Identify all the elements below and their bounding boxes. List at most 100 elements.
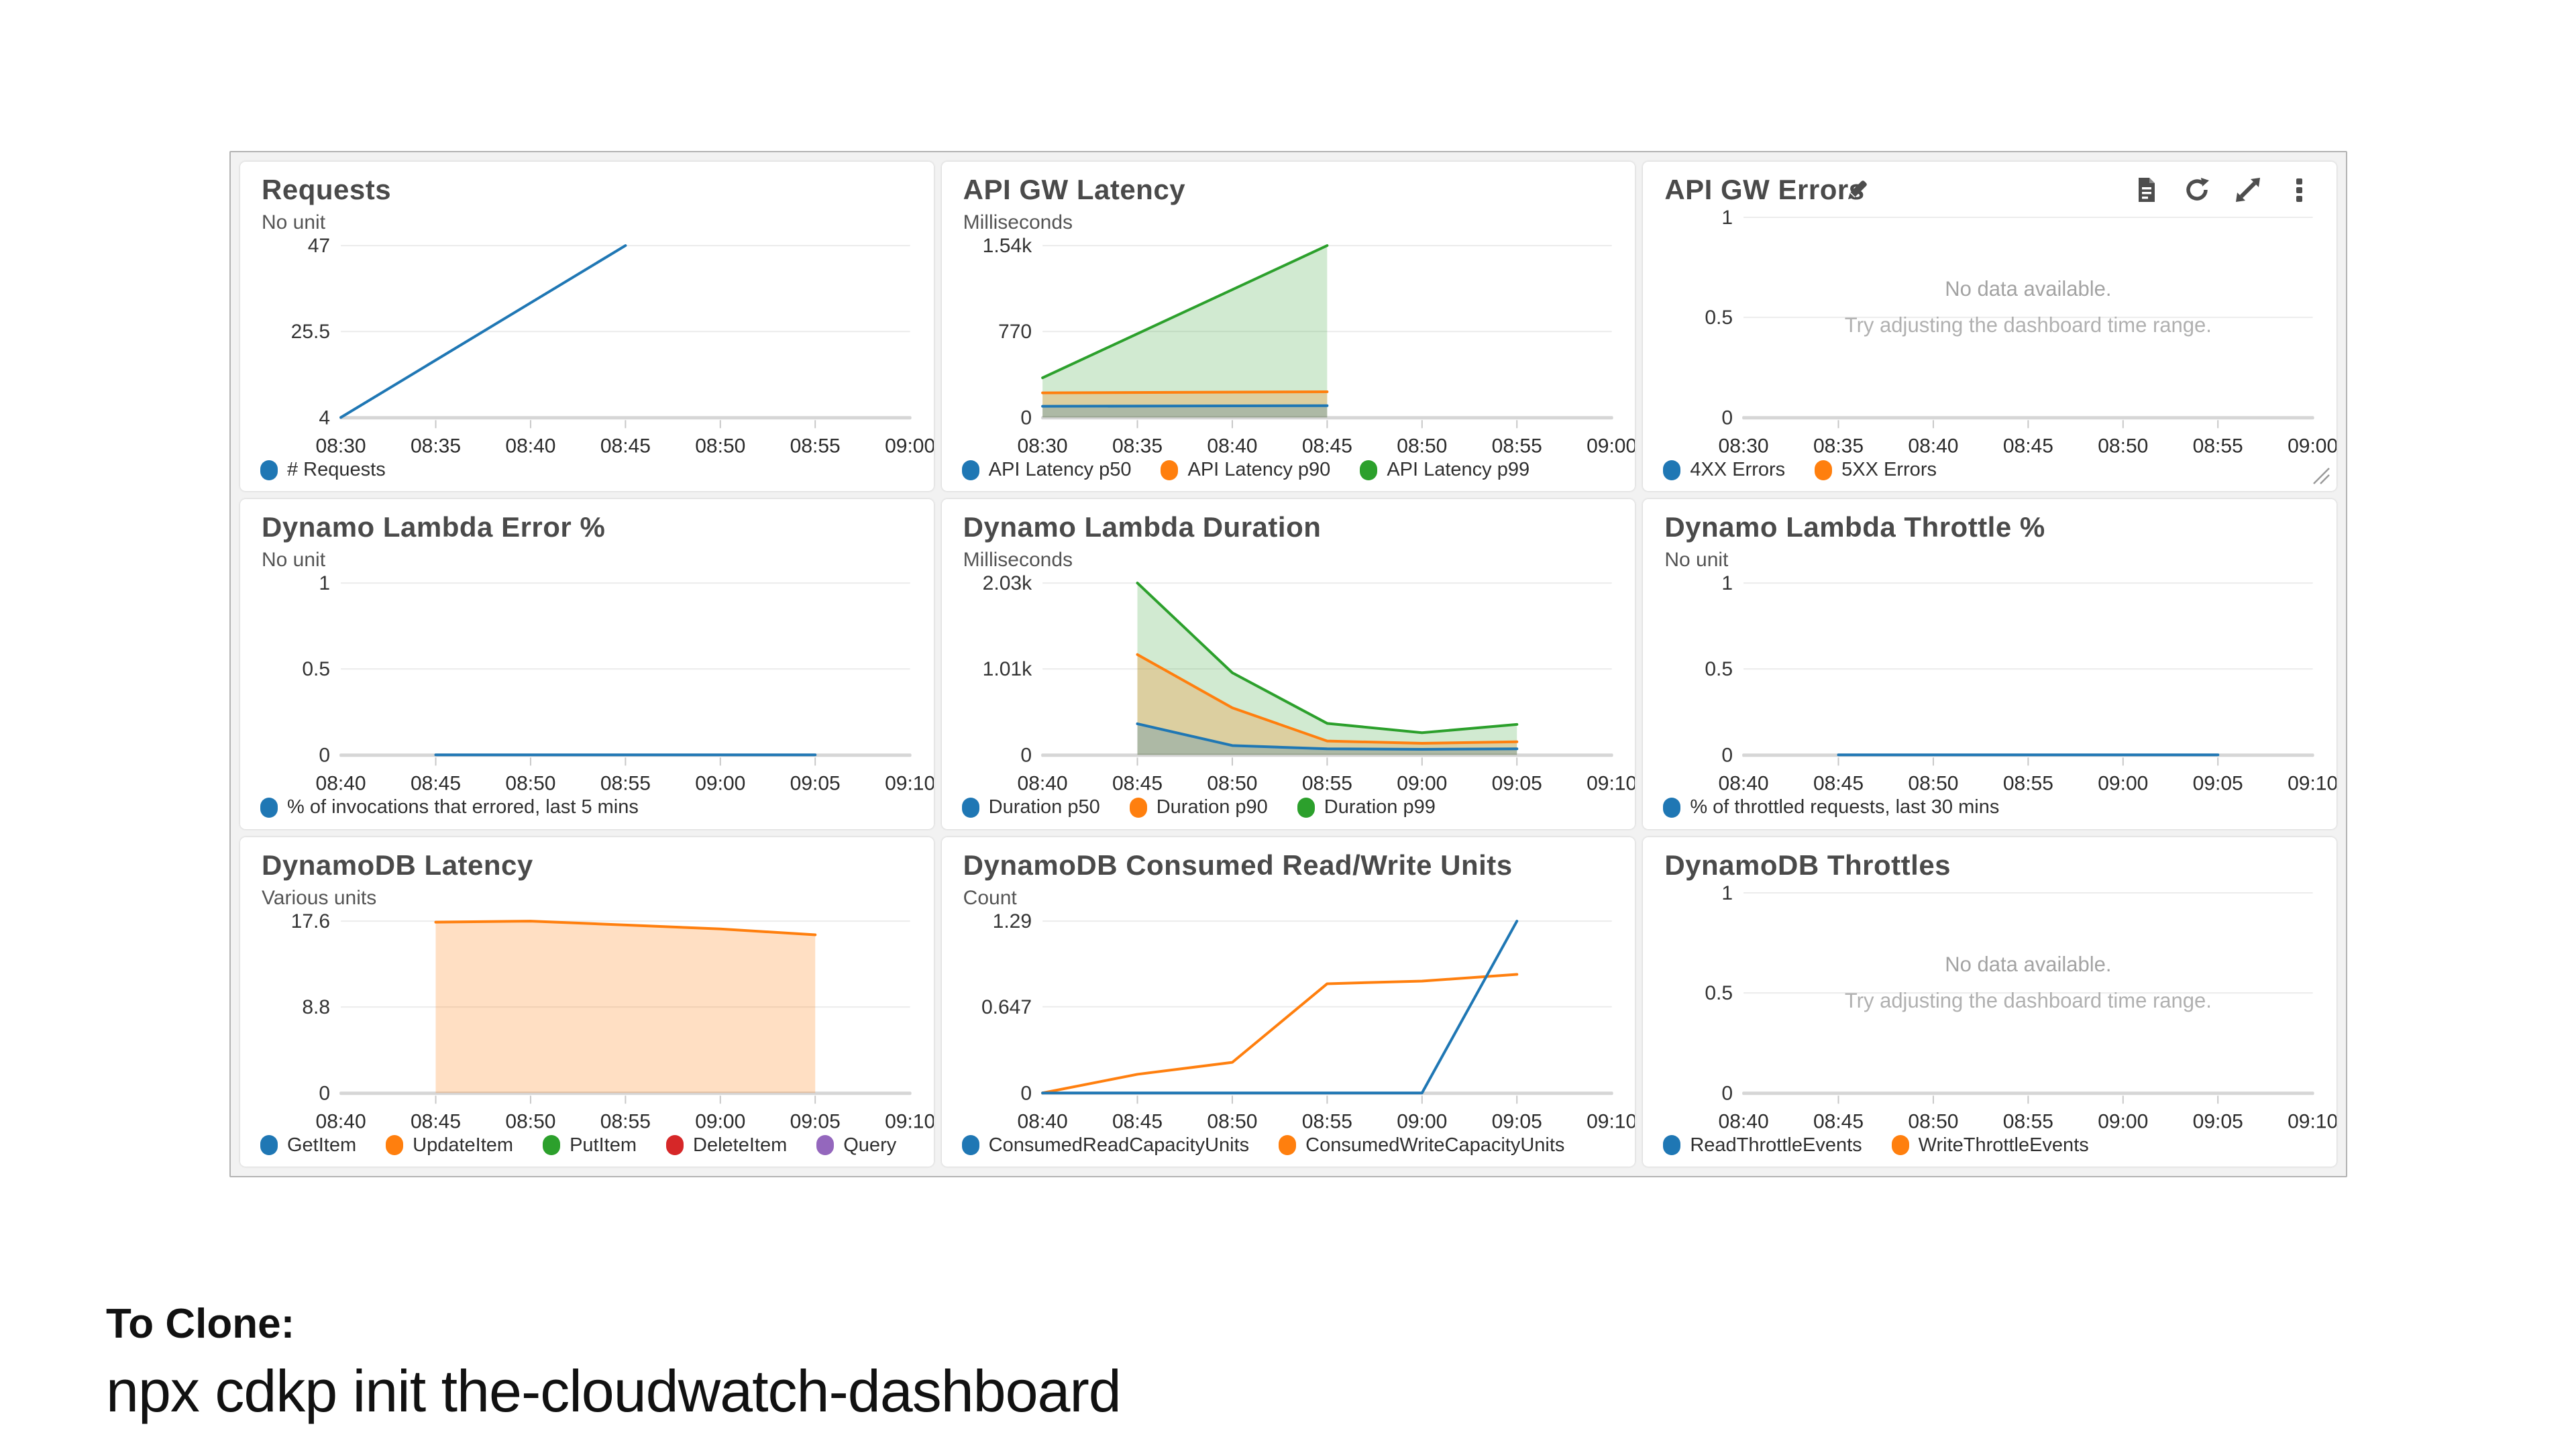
svg-text:08:45: 08:45 xyxy=(2003,435,2053,457)
edit-pencil-icon[interactable] xyxy=(1844,178,1870,203)
legend-item[interactable]: Duration p99 xyxy=(1297,796,1436,818)
svg-text:08:45: 08:45 xyxy=(1813,773,1864,795)
legend-item[interactable]: ConsumedReadCapacityUnits xyxy=(961,1134,1249,1157)
svg-text:1.01k: 1.01k xyxy=(982,659,1032,681)
legend-item[interactable]: 4XX Errors xyxy=(1663,459,1785,481)
unit-label: Count xyxy=(963,886,1017,909)
legend-label: PutItem xyxy=(570,1134,637,1156)
legend-color-chip xyxy=(1663,1135,1681,1156)
widget-dynamo-lambda-error: Dynamo Lambda Error % No unit 1 0.5 0 08:40… xyxy=(240,499,934,829)
legend-item[interactable]: GetItem xyxy=(260,1134,356,1157)
svg-text:09:05: 09:05 xyxy=(2193,1110,2243,1132)
svg-text:08:50: 08:50 xyxy=(1909,773,1959,795)
legend-item[interactable]: ConsumedWriteCapacityUnits xyxy=(1279,1134,1564,1157)
svg-text:1.54k: 1.54k xyxy=(982,235,1032,257)
legend-color-chip xyxy=(666,1135,684,1156)
no-data-line2: Try adjusting the dashboard time range. xyxy=(1845,313,2212,337)
legend-item[interactable]: % of invocations that errored, last 5 mi… xyxy=(260,796,639,818)
legend-label: DeleteItem xyxy=(693,1134,788,1156)
legend: 4XX Errors 5XX Errors xyxy=(1663,459,1937,481)
expand-icon[interactable] xyxy=(2235,176,2261,203)
widget-dynamo-lambda-throttle: Dynamo Lambda Throttle % No unit 1 0.5 0 08… xyxy=(1643,499,2337,829)
dynamo-lambda-throttle-chart: 1 0.5 0 08:40 08:45 08:50 08:55 09:00 09:05 09:10 xyxy=(1705,572,2337,795)
legend-color-chip xyxy=(961,460,979,480)
unit-label: No unit xyxy=(262,211,326,233)
caption: To Clone: npx cdkp init the-cloudwatch-d… xyxy=(106,1300,1122,1426)
legend-label: 5XX Errors xyxy=(1841,459,1937,480)
svg-text:8.8: 8.8 xyxy=(302,996,330,1018)
legend-label: WriteThrottleEvents xyxy=(1918,1134,2089,1156)
svg-text:0: 0 xyxy=(1020,745,1032,767)
svg-text:08:45: 08:45 xyxy=(1112,773,1163,795)
svg-text:09:05: 09:05 xyxy=(790,773,841,795)
refresh-icon[interactable] xyxy=(2184,176,2210,203)
logs-icon[interactable] xyxy=(2133,176,2159,203)
legend-item[interactable]: PutItem xyxy=(543,1134,637,1157)
legend-item[interactable]: DeleteItem xyxy=(666,1134,787,1157)
widget-dynamodb-latency: DynamoDB Latency Various units 17.6 8.8 0 0… xyxy=(240,837,934,1167)
svg-text:09:05: 09:05 xyxy=(2193,773,2243,795)
legend-color-chip xyxy=(260,460,278,480)
widget-dynamodb-consumed: DynamoDB Consumed Read/Write Units Count… xyxy=(941,837,1635,1167)
svg-text:08:45: 08:45 xyxy=(1813,1110,1864,1132)
svg-text:08:30: 08:30 xyxy=(316,435,366,457)
legend-item[interactable]: Query xyxy=(816,1134,896,1157)
svg-text:08:30: 08:30 xyxy=(1719,435,1769,457)
legend-item[interactable]: Duration p50 xyxy=(961,796,1100,818)
legend-label: ReadThrottleEvents xyxy=(1690,1134,1862,1156)
widget-title: DynamoDB Throttles xyxy=(1664,849,1951,881)
legend-color-chip xyxy=(1360,460,1378,480)
caption-command: npx cdkp init the-cloudwatch-dashboard xyxy=(106,1358,1122,1424)
svg-text:08:55: 08:55 xyxy=(2003,1110,2053,1132)
legend: GetItem UpdateItem PutItem DeleteItem Query xyxy=(260,1134,896,1157)
legend-item[interactable]: API Latency p99 xyxy=(1360,459,1529,481)
svg-text:0: 0 xyxy=(319,1082,330,1104)
dynamodb-consumed-chart: 1.29 0.647 0 08:40 08:45 08:50 08:55 09:00 09:05… xyxy=(981,910,1635,1132)
svg-text:08:55: 08:55 xyxy=(600,1110,651,1132)
legend-color-chip xyxy=(260,797,278,818)
resize-handle[interactable] xyxy=(2312,467,2330,485)
legend-item[interactable]: 5XX Errors xyxy=(1815,459,1937,481)
legend-color-chip xyxy=(1297,797,1315,818)
svg-text:09:00: 09:00 xyxy=(885,435,934,457)
menu-kebab-icon[interactable] xyxy=(2286,176,2312,203)
svg-text:0: 0 xyxy=(1020,1082,1032,1104)
svg-text:09:05: 09:05 xyxy=(1491,1110,1542,1132)
svg-text:25.5: 25.5 xyxy=(291,321,330,343)
svg-text:08:40: 08:40 xyxy=(1017,773,1067,795)
no-data-line1: No data available. xyxy=(1945,953,2112,976)
legend-item[interactable]: API Latency p50 xyxy=(961,459,1131,481)
legend: API Latency p50 API Latency p90 API Latenc… xyxy=(961,459,1529,481)
legend-item[interactable]: Duration p90 xyxy=(1129,796,1268,818)
svg-text:0.5: 0.5 xyxy=(1705,982,1733,1004)
svg-text:08:40: 08:40 xyxy=(316,773,366,795)
svg-text:1.29: 1.29 xyxy=(992,910,1031,932)
legend-item[interactable]: ReadThrottleEvents xyxy=(1663,1134,1862,1157)
svg-text:08:50: 08:50 xyxy=(505,773,555,795)
svg-text:08:45: 08:45 xyxy=(600,435,651,457)
svg-text:08:40: 08:40 xyxy=(1207,435,1257,457)
legend: Duration p50 Duration p90 Duration p99 xyxy=(961,796,1436,818)
svg-text:08:55: 08:55 xyxy=(1491,435,1542,457)
legend-color-chip xyxy=(961,797,979,818)
svg-text:47: 47 xyxy=(308,235,330,257)
svg-text:08:40: 08:40 xyxy=(1719,1110,1769,1132)
svg-text:09:00: 09:00 xyxy=(2098,773,2149,795)
legend-label: # Requests xyxy=(287,459,386,480)
legend-color-chip xyxy=(260,1135,278,1156)
legend-color-chip xyxy=(1815,460,1833,480)
svg-text:0.647: 0.647 xyxy=(981,996,1032,1018)
legend-item[interactable]: # Requests xyxy=(260,459,386,481)
legend-item[interactable]: WriteThrottleEvents xyxy=(1891,1134,2089,1157)
svg-text:08:40: 08:40 xyxy=(1719,773,1769,795)
legend-item[interactable]: API Latency p90 xyxy=(1161,459,1330,481)
svg-text:08:35: 08:35 xyxy=(1813,435,1864,457)
legend-item[interactable]: % of throttled requests, last 30 mins xyxy=(1663,796,1999,818)
legend: ReadThrottleEvents WriteThrottleEvents xyxy=(1663,1134,2089,1157)
svg-text:08:30: 08:30 xyxy=(1017,435,1067,457)
svg-text:08:55: 08:55 xyxy=(2193,435,2243,457)
legend-color-chip xyxy=(1161,460,1179,480)
legend-item[interactable]: UpdateItem xyxy=(386,1134,513,1157)
legend: ConsumedReadCapacityUnits ConsumedWriteCa… xyxy=(961,1134,1564,1157)
svg-text:08:55: 08:55 xyxy=(1301,1110,1352,1132)
